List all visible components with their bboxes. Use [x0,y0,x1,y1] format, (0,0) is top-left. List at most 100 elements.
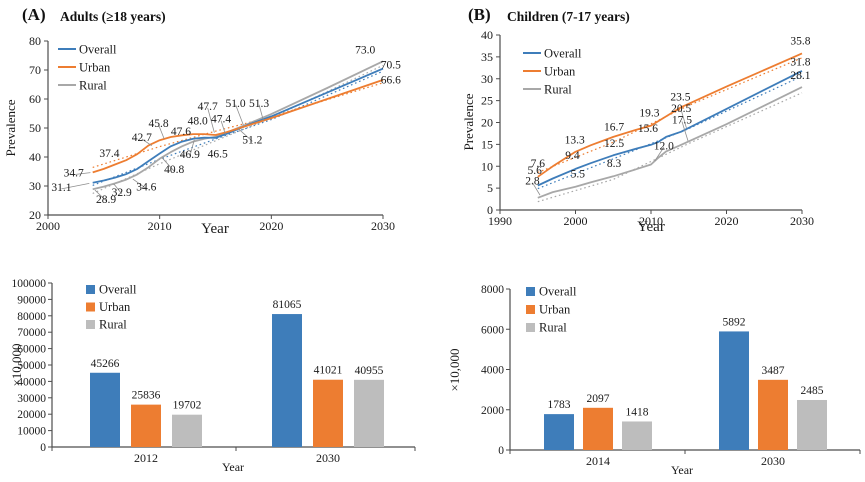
category-label: 2012 [134,451,158,465]
bar-value-label: 2097 [587,393,610,405]
annotation-leader [258,104,264,122]
series-overall [92,67,384,184]
y-tick-label: 10000 [17,426,46,438]
series-overall [537,70,803,187]
y-tick-label: 8000 [481,284,504,296]
x-tick-label: 2010 [639,214,663,228]
bar-value-label: 5892 [723,316,746,328]
x-axis-label: Year [201,221,229,237]
legend-label: Rural [99,318,127,332]
y-tick-label: 0 [498,445,504,457]
annotation-leader [113,183,123,195]
legend-label: Overall [539,285,577,299]
bar-urban-2030 [313,379,343,447]
x-tick-label: 1990 [488,214,512,228]
data-label: 12.0 [654,140,674,152]
data-label: 42.7 [132,132,152,144]
y-tick-label: 6000 [481,324,504,336]
legend-swatch-rural [526,323,535,332]
data-label: 34.7 [64,168,84,180]
legend-label: Urban [79,61,111,75]
bar-value-label: 45266 [91,358,120,370]
annotation-leader [61,182,90,190]
legend-swatch-overall [86,285,95,294]
legend-label: Overall [99,283,137,297]
data-label: 47.4 [211,114,231,126]
bar-value-label: 41021 [314,365,343,377]
y-tick-label: 4000 [481,365,504,377]
y-tick-label: 0 [487,203,493,217]
category-label: 2014 [586,454,610,468]
bar-urban-2030 [758,379,788,450]
y-tick-label: 100000 [12,278,47,290]
x-tick-label: 2020 [715,214,739,228]
annotation-leader [654,147,665,162]
y-tick-label: 50 [29,121,41,135]
bar-rural-2030 [354,379,384,447]
data-label: 35.8 [790,35,810,47]
annotation-leader [220,120,226,135]
bar-overall-2014 [544,414,574,450]
y-tick-label: 2000 [481,405,504,417]
data-label: 31.1 [51,182,71,194]
y-axis-label: ×10,000 [9,343,24,386]
y-tick-label: 15 [481,137,493,151]
bar-urban-2014 [583,407,613,450]
annotation-leader [237,127,253,142]
children-population-bar-chart: Year ×10,000 0 2000 4000 6000 8000 1783 5892 2097… [447,284,861,477]
panel-a-title: Adults (≥18 years) [60,9,166,24]
data-label: 8.3 [607,158,622,170]
y-tick-label: 40 [29,150,41,164]
annotation-leader [132,178,147,189]
data-label: 51.3 [249,98,269,110]
y-tick-label: 30 [481,72,493,86]
annotation-leader [207,107,215,133]
y-tick-label: 0 [40,442,46,454]
annotation-leader [681,121,689,141]
data-label: 7.6 [531,158,546,170]
legend-swatch-rural [86,320,95,329]
bar-value-label: 19702 [173,400,202,412]
bar-value-label: 2485 [801,385,824,397]
panel-b-title: Children (7-17 years) [507,9,630,24]
data-label: 45.8 [148,118,168,130]
data-label: 2.8 [525,176,540,188]
data-label: 73.0 [355,45,375,57]
bar-value-label: 1783 [548,399,571,411]
x-tick-label: 2030 [790,214,814,228]
annotation-leader [94,189,107,202]
data-label: 34.6 [136,182,156,194]
data-label: 17.5 [672,114,692,126]
data-label: 70.5 [381,59,401,71]
data-label: 66.6 [381,75,401,87]
bar-overall-2012 [90,372,120,447]
data-label: 46.5 [208,149,228,161]
legend-label: Urban [539,303,571,317]
bar-rural-2030 [797,399,827,450]
x-tick-label: 2000 [36,219,60,233]
y-tick-label: 20 [481,116,493,130]
y-tick-label: 10 [481,159,493,173]
y-tick-label: 30 [29,179,41,193]
y-tick-label: 40 [481,28,493,42]
y-tick-label: 80000 [17,311,46,323]
data-label: 28.9 [96,194,116,206]
annotation-leader [161,157,175,172]
bar-urban-2012 [131,404,161,447]
y-tick-label: 50000 [17,360,46,372]
y-tick-label: 80 [29,34,41,48]
legend-swatch-urban [526,305,535,314]
legend-swatch-urban [86,302,95,312]
data-label: 28.1 [790,70,810,82]
category-label: 2030 [761,454,785,468]
y-tick-label: 40000 [17,376,46,388]
legend-label: Urban [544,65,576,79]
data-label: 51.0 [226,98,246,110]
data-label: 12.5 [604,138,624,150]
x-tick-label: 2030 [371,219,395,233]
bar-rural-2012 [172,414,202,447]
data-label: 46.9 [180,149,200,161]
y-tick-label: 25 [481,94,493,108]
adults-population-bar-chart: Year ×10,000 0 10000 20000 30000 40000 50000 600… [9,278,416,474]
